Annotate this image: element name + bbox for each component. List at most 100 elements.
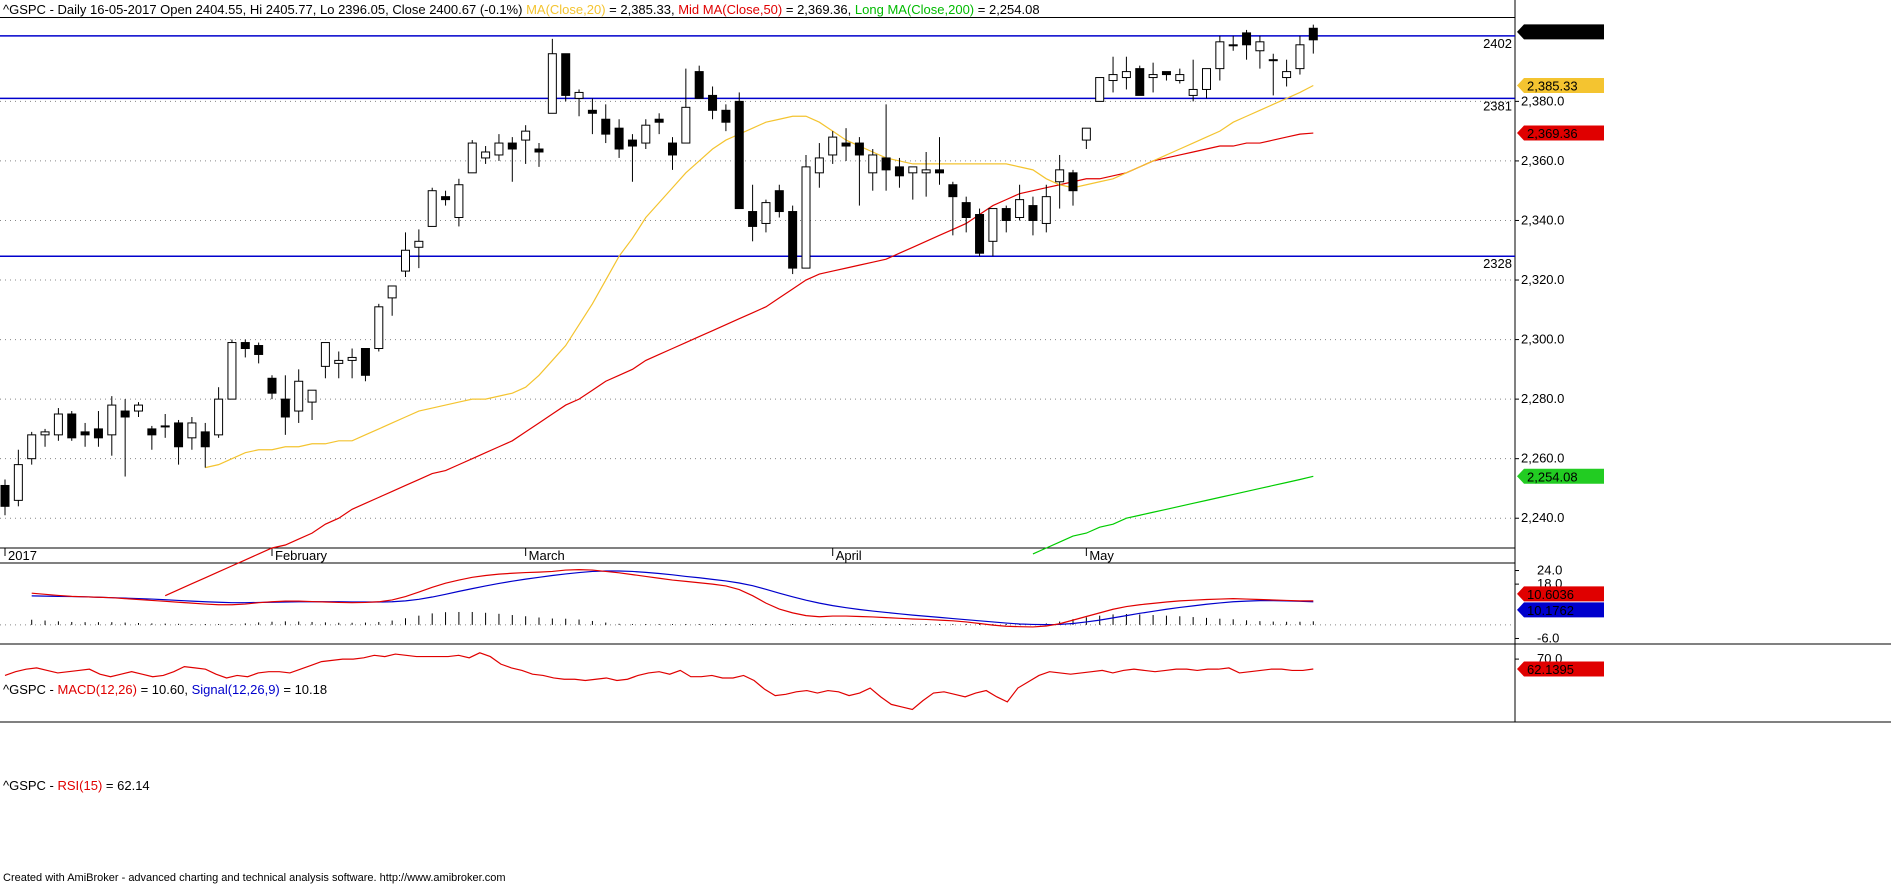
- header-ma-label: MA(Close,20): [526, 2, 606, 17]
- candle-body: [27, 434, 37, 460]
- candle-body: [521, 130, 531, 141]
- candle-body: [828, 136, 838, 156]
- macd-value: = 10.60: [140, 682, 185, 697]
- rsi-value: = 62.14: [105, 778, 150, 793]
- candle-body: [1095, 77, 1105, 102]
- chart-header: ^GSPC - Daily 16-05-2017 Open 2404.55, H…: [3, 2, 1040, 17]
- candle-body: [280, 398, 290, 418]
- candle-body: [107, 404, 117, 436]
- candle-body: [1295, 44, 1305, 70]
- candle-body: [1068, 172, 1078, 192]
- rsi-panel-title: ^GSPC - RSI(15) = 62.14: [3, 778, 150, 793]
- candle-body: [214, 398, 224, 436]
- candle-body: [894, 166, 904, 177]
- candle-body: [80, 431, 90, 436]
- price-badge: 2,400.67: [1527, 25, 1578, 40]
- candle-body: [467, 142, 477, 174]
- candle-body: [561, 53, 571, 96]
- header-open-label: Open: [160, 2, 192, 17]
- candle-body: [360, 348, 370, 376]
- candle-body: [494, 142, 504, 156]
- month-label: February: [275, 548, 328, 563]
- macd-tick-label: -6.0: [1537, 630, 1559, 645]
- header-open: 2404.55: [195, 2, 243, 17]
- candle-body: [961, 202, 971, 218]
- price-badge: 2,369.36: [1527, 126, 1578, 141]
- candle-body: [1188, 88, 1198, 96]
- signal-value: = 10.18: [283, 682, 328, 697]
- candle-body: [1175, 74, 1185, 82]
- header-mid-value: = 2,369.36: [785, 2, 848, 17]
- ma50-line: [164, 132, 1314, 597]
- candle-body: [574, 91, 584, 99]
- month-label: 2017: [8, 548, 37, 563]
- macd-tick-label: 24.0: [1537, 563, 1562, 578]
- header-hi: 2405.77: [265, 2, 313, 17]
- candle-body: [454, 184, 464, 218]
- candle-body: [748, 211, 758, 227]
- candle-body: [1121, 71, 1131, 79]
- candle-body: [414, 240, 424, 248]
- candle-body: [227, 342, 237, 400]
- header-close: 2400.67: [429, 2, 477, 17]
- price-tick-label: 2,320.0: [1521, 272, 1564, 287]
- price-tick-label: 2,360.0: [1521, 153, 1564, 168]
- header-ma-value: = 2,385.33: [609, 2, 671, 17]
- candle-body: [988, 208, 998, 242]
- macd-badge: 10.1762: [1527, 603, 1574, 618]
- candle-body: [134, 404, 143, 412]
- candle-body: [1148, 74, 1158, 79]
- price-tick-label: 2,280.0: [1521, 391, 1564, 406]
- macd-panel-ticker: ^GSPC -: [3, 682, 58, 697]
- candle-body: [374, 306, 384, 350]
- candle-body: [801, 166, 811, 269]
- candle-body: [1255, 41, 1265, 52]
- header-mid-label: Mid MA(Close,50): [678, 2, 783, 17]
- candle-body: [1215, 41, 1225, 70]
- candle-body: [200, 431, 210, 448]
- candle-body: [120, 410, 130, 418]
- candle-body: [481, 151, 491, 159]
- candle-body: [13, 464, 23, 501]
- candle-body: [975, 214, 985, 254]
- header-lo-label: Lo: [319, 2, 335, 17]
- candle-body: [427, 190, 437, 227]
- candle-body: [507, 142, 517, 150]
- macd-panel-title: ^GSPC - MACD(12,26) = 10.60, Signal(12,2…: [3, 682, 328, 697]
- rsi-badge: 62.1395: [1527, 662, 1574, 677]
- month-label: April: [836, 548, 862, 563]
- candle-body: [935, 169, 944, 174]
- candle-body: [160, 425, 170, 428]
- candle-body: [1055, 169, 1065, 183]
- rsi-badge-bg: [1517, 661, 1604, 677]
- candle-body: [761, 202, 771, 224]
- rsi-line: [4, 652, 1314, 711]
- header-period: Daily: [57, 2, 87, 17]
- candle-body: [53, 413, 63, 436]
- candle-body: [587, 109, 597, 114]
- candle-body: [948, 184, 958, 198]
- candle-body: [254, 345, 264, 355]
- candle-body: [93, 428, 103, 439]
- candle-body: [240, 342, 250, 350]
- candle-body: [814, 157, 824, 174]
- candle-body: [721, 109, 731, 123]
- candle-body: [868, 154, 878, 174]
- candle-body: [0, 484, 10, 507]
- candle-body: [441, 196, 451, 201]
- candle-body: [1108, 74, 1118, 82]
- candle-body: [694, 71, 704, 99]
- header-hi-label: Hi: [249, 2, 263, 17]
- level-label-2381: 2381: [1483, 98, 1512, 113]
- macd-badge-bg: [1517, 602, 1604, 618]
- rsi-label: RSI(15): [57, 778, 103, 793]
- price-badge: 2,385.33: [1527, 79, 1578, 94]
- candle-body: [668, 142, 677, 156]
- candle-body: [401, 249, 410, 272]
- header-ticker: ^GSPC: [3, 2, 46, 17]
- candle-body: [1135, 68, 1145, 96]
- candle-body: [1028, 205, 1038, 221]
- candle-body: [307, 389, 317, 403]
- price-badge: 2,254.08: [1527, 469, 1578, 484]
